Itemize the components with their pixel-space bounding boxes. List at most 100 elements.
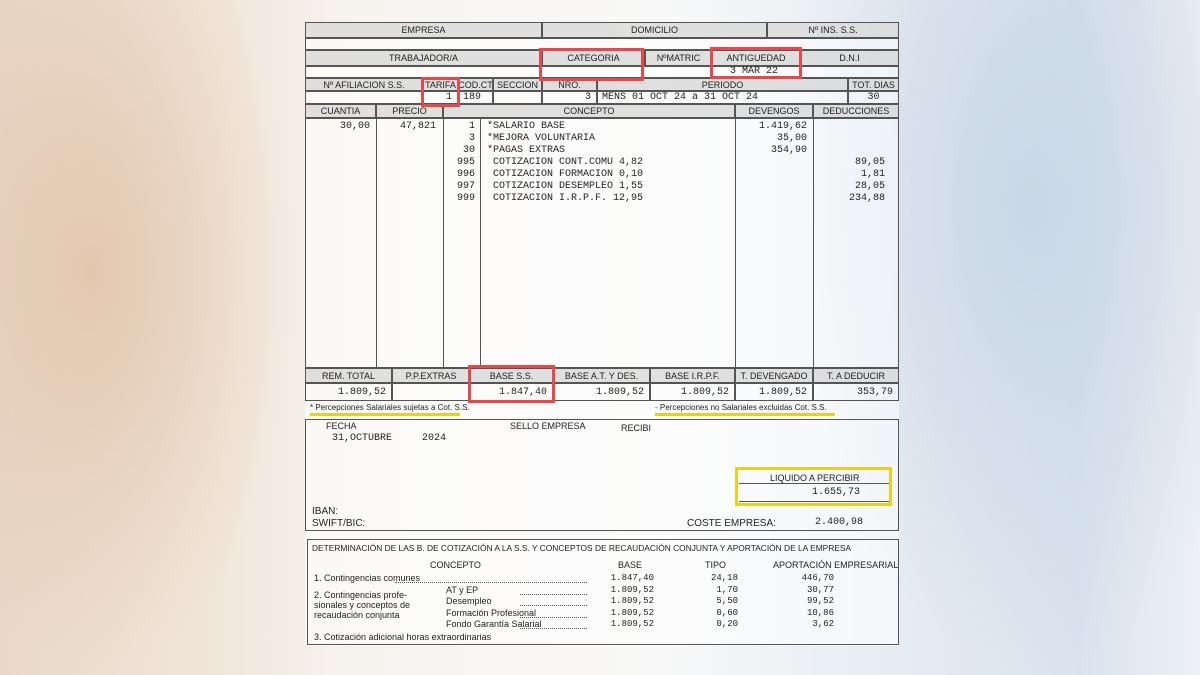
deduccion-cell: 89,05 xyxy=(854,157,885,168)
concepto-cell: COTIZACION FORMACION 0,10 xyxy=(487,169,644,180)
code-cell: 996 xyxy=(456,169,475,180)
totals-header: REM. TOTAL xyxy=(305,368,392,383)
divider xyxy=(735,118,736,368)
bases-row-label: Desempleo xyxy=(446,596,492,606)
precio-cell: 47,821 xyxy=(400,121,437,132)
iban-label: IBAN: xyxy=(312,506,339,517)
tot-dias-value: 30 xyxy=(848,91,899,104)
bases-box xyxy=(307,539,899,645)
nro-value: 3 xyxy=(542,91,597,104)
bases-title: DETERMINACIÓN DE LAS B. DE COTIZACIÓN A … xyxy=(312,543,852,553)
deducciones-header: DEDUCCIONES xyxy=(813,104,899,118)
bases-base: 1.809,52 xyxy=(610,619,654,629)
totals-header: P.P.EXTRAS xyxy=(392,368,470,383)
bases-tipo: 24,18 xyxy=(710,573,738,583)
tarifa-highlight xyxy=(421,77,460,107)
seccion-label: SECCION xyxy=(493,78,542,91)
bases-tipo: 1,70 xyxy=(716,584,738,595)
ins-ss-label: Nº INS. S.S. xyxy=(767,22,899,38)
note-salariales: * Percepciones Salariales sujetas a Cot.… xyxy=(310,403,470,412)
bases-row-label: Formación Profesional xyxy=(446,607,537,618)
dotted-leader xyxy=(520,605,587,606)
categoria-highlight xyxy=(539,48,644,81)
totals-header: BASE A.T. Y DES. xyxy=(553,368,650,383)
domicilio-label: DOMICILIO xyxy=(542,22,767,38)
devengo-cell: 35,00 xyxy=(776,133,807,144)
yellow-underline xyxy=(310,413,460,416)
bases-tipo: 0,60 xyxy=(716,607,738,618)
code-cell: 997 xyxy=(456,181,475,192)
liquido-value: 1.655,73 xyxy=(812,487,861,498)
bases-aport: 99,52 xyxy=(806,596,834,606)
precio-header: PRECIO xyxy=(376,104,443,118)
group-contingencias-comunes: 1. Contingencias comunes xyxy=(314,573,421,583)
afiliacion-label: Nº AFILIACION S.S. xyxy=(305,78,423,91)
dni-label: D.N.I xyxy=(800,50,899,66)
payslip xyxy=(305,22,899,646)
sello-label: SELLO EMPRESA xyxy=(510,421,586,431)
totals-value: 353,79 xyxy=(813,383,899,401)
totals-header: T. DEVENGADO xyxy=(735,368,813,383)
matric-label: NºMATRIC xyxy=(645,50,712,66)
antiguedad-highlight xyxy=(710,47,802,79)
concepto-header: CONCEPTO xyxy=(443,104,735,118)
code-cell: 1 xyxy=(468,121,475,132)
totals-value xyxy=(392,383,470,401)
bases-base-header: BASE xyxy=(618,560,643,570)
divider xyxy=(813,118,814,368)
bases-row-label: AT y EP xyxy=(446,584,479,595)
note-no-salariales: - Percepciones no Salariales excluidas C… xyxy=(655,403,827,412)
deduccion-cell: 28,05 xyxy=(854,181,885,192)
bases-aport: 446,70 xyxy=(801,573,834,583)
devengo-cell: 1.419,62 xyxy=(758,121,807,132)
bases-tipo: 0,20 xyxy=(716,619,738,629)
yellow-underline xyxy=(655,413,835,416)
concepto-cell: *SALARIO BASE xyxy=(487,121,566,132)
coste-value: 2.400,98 xyxy=(815,517,864,528)
bases-aportacion-header: APORTACIÓN EMPRESARIAL xyxy=(773,560,899,570)
empresa-label: EMPRESA xyxy=(305,22,542,38)
seccion-value xyxy=(493,91,542,104)
divider xyxy=(480,118,481,368)
code-cell: 995 xyxy=(456,157,475,168)
code-cell: 999 xyxy=(456,193,475,204)
dotted-leader xyxy=(520,616,587,618)
concepto-cell: COTIZACION CONT.COMU 4,82 xyxy=(487,157,644,168)
dotted-leader xyxy=(520,628,587,629)
devengo-cell: 354,90 xyxy=(770,145,807,156)
bases-base: 1.847,40 xyxy=(610,573,654,583)
cuantia-header: CUANTIA xyxy=(305,104,376,118)
bases-base: 1.809,52 xyxy=(610,596,654,606)
concepto-cell: COTIZACION DESEMPLEO 1,55 xyxy=(487,181,644,192)
code-cell: 30 xyxy=(462,145,475,156)
divider xyxy=(376,118,377,368)
bases-concepto-header: CONCEPTO xyxy=(430,560,481,570)
bases-tipo-header: TIPO xyxy=(705,560,727,570)
totals-value: 1.809,52 xyxy=(735,383,813,401)
background-left xyxy=(0,0,300,675)
coste-label: COSTE EMPRESA: xyxy=(687,518,776,529)
liquido-highlight xyxy=(735,467,892,506)
antiguedad-value: 3 MAR 22 xyxy=(730,66,779,77)
bases-row-label: Fondo Garantía Salarial xyxy=(446,619,542,629)
totals-header: T. A DEDUCIR xyxy=(813,368,899,383)
periodo-value: MENS 01 OCT 24 a 31 OCT 24 xyxy=(597,91,848,104)
bases-base: 1.809,52 xyxy=(610,584,654,595)
recibi-label: RECIBI xyxy=(621,423,652,433)
codct-label: COD.CT xyxy=(458,78,493,91)
cuantia-cell: 30,00 xyxy=(340,121,371,132)
afiliacion-value xyxy=(305,91,423,104)
divider xyxy=(443,118,444,368)
devengos-header: DEVENGOS xyxy=(735,104,813,118)
swift-label: SWIFT/BIC: xyxy=(312,518,366,529)
deduccion-cell: 234,88 xyxy=(848,193,885,204)
bases-base: 1.809,52 xyxy=(610,607,654,618)
signature-box xyxy=(305,419,899,531)
dotted-leader xyxy=(395,582,587,583)
concepto-cell: *PAGAS EXTRAS xyxy=(487,145,566,156)
dotted-leader xyxy=(520,593,587,595)
totals-value: 1.809,52 xyxy=(553,383,650,401)
bases-aport: 3,62 xyxy=(812,619,834,629)
bases-aport: 30,77 xyxy=(806,584,834,595)
concepto-cell: *MEJORA VOLUNTARIA xyxy=(487,133,596,144)
